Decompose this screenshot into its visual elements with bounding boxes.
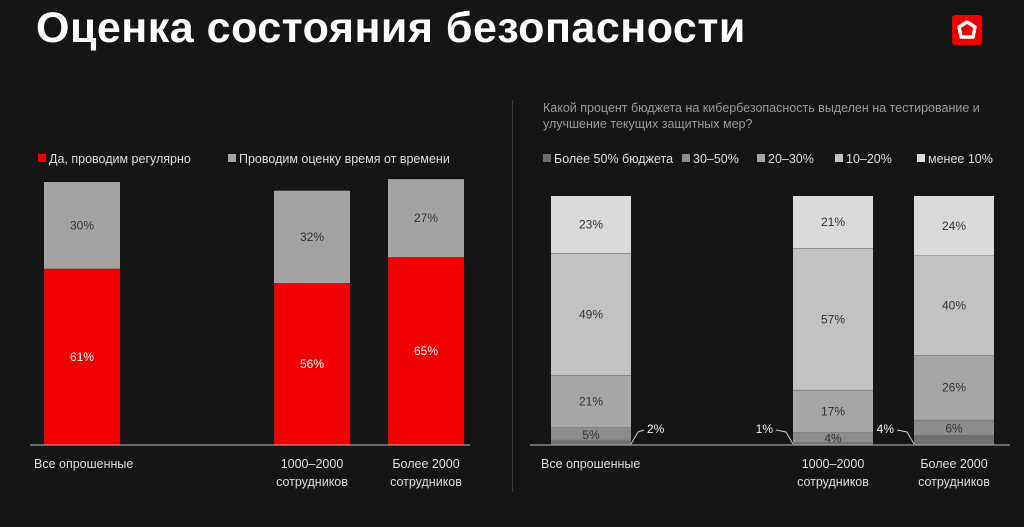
legend-label: 30–50% [693,152,739,166]
bar-segment [793,196,873,249]
bar-segment [793,248,873,391]
data-label: 27% [414,211,438,225]
legend-swatch [757,154,765,162]
bar-segment [914,255,994,356]
data-label: 24% [942,219,966,233]
legend-swatch [917,154,925,162]
data-label: 21% [821,215,845,229]
logo [952,15,982,45]
legend-swatch [38,154,46,162]
data-label: 30% [70,218,94,232]
category-label: Все опрошенные [34,457,133,471]
data-label: 23% [579,218,603,232]
divider [512,100,513,492]
pentagon-ring-logo-icon [957,20,977,39]
legend-swatch [543,154,551,162]
page-title: Оценка состояния безопасности [36,4,746,52]
category-label: сотрудников [276,475,348,489]
bar-segment [551,375,631,428]
bar-segment [551,440,631,445]
data-label: 26% [942,381,966,395]
legend-label: Проводим оценку время от времени [239,152,450,166]
legend-label: 20–30% [768,152,814,166]
category-label: Более 2000 [392,457,459,471]
bar-segment [914,435,994,445]
bar-segment [44,268,120,445]
category-label: 1000–2000 [802,457,865,471]
data-label: 5% [582,428,600,442]
leader-line [896,429,915,445]
legend-label: менее 10% [928,152,993,166]
legend-swatch [682,154,690,162]
bar-segment [551,196,631,254]
data-label: 32% [300,230,324,244]
bar-segment [914,355,994,421]
chart-question: Какой процент бюджета на кибербезопаснос… [543,101,980,131]
bar-segment [274,283,350,445]
data-label: 49% [579,307,603,321]
legend-label: Более 50% бюджета [554,152,673,166]
bar-segment [388,257,464,445]
legend-label: Да, проводим регулярно [49,152,191,166]
data-label: 61% [70,350,94,364]
category-label: сотрудников [390,475,462,489]
data-label: 21% [579,394,603,408]
bar-segment [44,182,120,269]
bar-segment [914,420,994,436]
bar-segment [914,196,994,256]
leader-line [775,429,794,445]
data-label: 2% [647,422,665,436]
bar-segment [793,442,873,445]
data-label: 4% [824,432,842,446]
data-label: 56% [300,357,324,371]
data-label: 65% [414,344,438,358]
data-label: 17% [821,404,845,418]
bar-segment [274,190,350,284]
bar-segment [388,179,464,258]
data-label: 57% [821,312,845,326]
bar-segment [551,253,631,376]
leader-line [630,429,645,445]
legend-swatch [835,154,843,162]
data-label: 4% [877,422,895,436]
category-label: 1000–2000 [281,457,344,471]
category-label: Более 2000 [920,457,987,471]
category-label: Все опрошенные [541,457,640,471]
category-label: сотрудников [797,475,869,489]
legend-swatch [228,154,236,162]
bar-segment [551,427,631,441]
bar-segment [793,432,873,443]
data-label: 40% [942,299,966,313]
category-label: сотрудников [918,475,990,489]
legend-label: 10–20% [846,152,892,166]
bar-segment [793,390,873,433]
data-label: 6% [945,422,963,436]
data-label: 1% [756,422,774,436]
